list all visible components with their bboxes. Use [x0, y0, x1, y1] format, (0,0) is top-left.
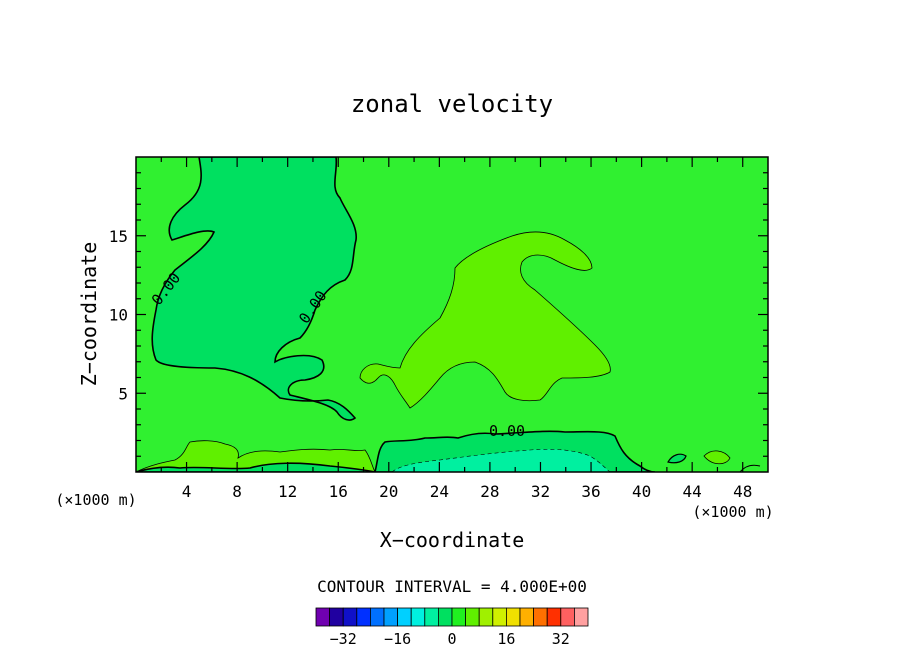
x-tick-label: 32	[531, 482, 550, 501]
x-tick-label: 20	[379, 482, 398, 501]
x-tick-label: 48	[733, 482, 752, 501]
small-feature-right-1	[667, 453, 687, 464]
x-axis: 4 8 12 16 20 24 28 32 36 40 44 48	[160, 157, 752, 501]
colorbar-swatch	[533, 607, 548, 627]
x-tick-label: 4	[182, 482, 192, 501]
negative-band-bottom-left	[136, 462, 376, 472]
colorbar-swatch	[574, 607, 589, 627]
colorbar-tick-label: 32	[552, 630, 570, 648]
x-unit-left: (×1000 m)	[55, 491, 136, 509]
small-feature-right-2	[703, 450, 731, 465]
colorbar-swatch	[546, 607, 562, 627]
x-tick-label: 24	[430, 482, 449, 501]
x-tick-label: 28	[480, 482, 499, 501]
y-tick-label: 10	[109, 306, 128, 325]
colorbar-swatch	[397, 607, 412, 627]
small-feature-right-3	[739, 464, 761, 472]
x-tick-label: 36	[581, 482, 600, 501]
contour-interval-text: CONTOUR INTERVAL = 4.000E+00	[317, 577, 587, 596]
contour-label: 0.00	[489, 422, 525, 440]
x-tick-label: 40	[632, 482, 651, 501]
colorbar-tick-label: 0	[447, 630, 456, 648]
colorbar-swatch	[505, 607, 521, 627]
x-tick-label: 12	[278, 482, 297, 501]
colorbar-swatch	[465, 607, 480, 627]
y-axis-label: Z−coordinate	[77, 242, 101, 387]
y-tick-label: 15	[109, 227, 128, 246]
y-tick-label: 5	[118, 384, 128, 403]
x-tick-label: 44	[683, 482, 702, 501]
colorbar-swatch	[560, 607, 575, 627]
negative-region-left	[151, 157, 357, 421]
colorbar-swatch	[410, 607, 426, 627]
colorbar-swatch	[519, 607, 535, 627]
x-unit-right: (×1000 m)	[692, 503, 773, 521]
colorbar-tick-label: −32	[330, 630, 357, 648]
colorbar-tick-label: −16	[384, 630, 411, 648]
colorbar-tick-label: 16	[497, 630, 515, 648]
plot-area	[135, 156, 769, 473]
chart-title: zonal velocity	[351, 90, 553, 118]
colorbar-swatch	[437, 607, 453, 627]
y-axis: 5 10 15	[109, 172, 768, 457]
colorbar-swatch	[383, 607, 399, 627]
colorbar-swatch	[329, 607, 344, 627]
colorbar-swatch	[451, 607, 467, 627]
colorbar-swatch	[342, 607, 358, 627]
colorbar-swatch	[315, 607, 331, 627]
colorbar-swatch	[478, 607, 494, 627]
colorbar-swatch	[369, 607, 385, 627]
colorbar-swatch	[356, 607, 371, 627]
strong-negative-region	[391, 448, 611, 472]
colorbar-swatch	[424, 607, 439, 627]
x-axis-label: X−coordinate	[380, 528, 525, 552]
colorbar-swatch	[492, 607, 507, 627]
colorbar: −32 −16 0 16 32	[315, 607, 589, 648]
positive-region-center	[359, 231, 611, 409]
x-tick-label: 16	[329, 482, 348, 501]
x-tick-label: 8	[232, 482, 242, 501]
